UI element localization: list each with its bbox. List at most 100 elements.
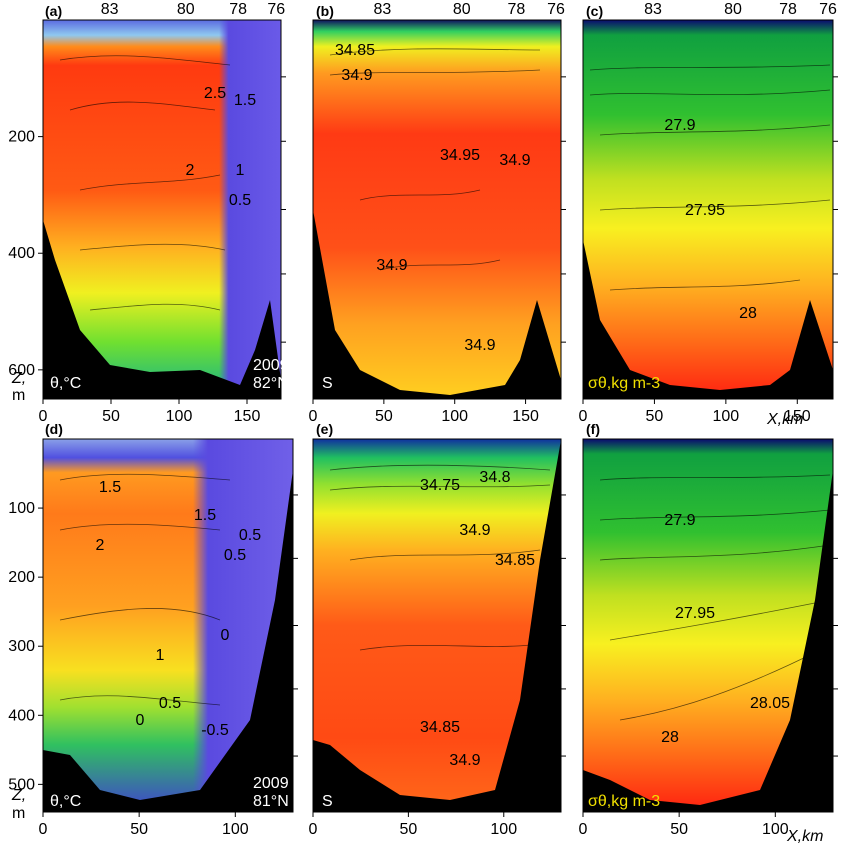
contour-label: 0.5 — [229, 192, 251, 209]
top-tick-label: 78 — [229, 1, 247, 18]
contour-label: 1.5 — [99, 479, 121, 496]
x-label-f: X,km — [786, 828, 823, 845]
var-label-f: σθ,kg m-3 — [588, 793, 660, 810]
x-tick-label: 0 — [309, 408, 318, 425]
var-label-c: σθ,kg m-3 — [588, 375, 660, 392]
panel-label-f: (f) — [586, 421, 600, 437]
x-tick-label: 50 — [130, 821, 148, 838]
top-tick-label: 83 — [101, 1, 119, 18]
top-tick-label: 76 — [819, 1, 837, 18]
contour-label: 0.5 — [239, 527, 261, 544]
x-tick-label: 50 — [102, 408, 120, 425]
bottom-topography-f — [583, 470, 833, 812]
z-tick-label: 400 — [8, 707, 35, 724]
contour-label: 28 — [661, 729, 679, 746]
z-label-a: Z, — [11, 370, 26, 387]
z-tick-label: 100 — [8, 500, 35, 517]
x-tick-label: 0 — [39, 408, 48, 425]
contour-label: 1 — [156, 647, 165, 664]
contour-label: 27.9 — [664, 512, 695, 529]
z-tick-label: 200 — [8, 129, 35, 146]
contour-label: 34.9 — [499, 152, 530, 169]
top-tick-label: 80 — [453, 1, 471, 18]
contours-f — [599, 474, 831, 721]
x-tick-label: 150 — [784, 408, 811, 425]
x-tick-label: 50 — [670, 821, 688, 838]
x-tick-label: 0 — [309, 821, 318, 838]
contour-label: 34.85 — [335, 42, 375, 59]
contour-label: 1 — [236, 162, 245, 179]
bottom-topography-d — [43, 470, 293, 812]
panel-e — [312, 438, 562, 813]
contour-label: 34.9 — [341, 67, 372, 84]
x-tick-label: 150 — [234, 408, 261, 425]
x-tick-label: 100 — [166, 408, 193, 425]
panel-b — [312, 19, 562, 400]
contour-label: 27.95 — [675, 605, 715, 622]
z-tick-label: 600 — [8, 362, 35, 379]
var-label-e: S — [322, 793, 333, 810]
annotation-year-d: 2009 — [253, 775, 289, 792]
x-tick-label: 100 — [713, 408, 740, 425]
var-label-a: θ,°C — [50, 375, 81, 392]
top-tick-label: 80 — [177, 1, 195, 18]
panel-label-c: (c) — [586, 3, 603, 19]
annotation-lat-a: 82°N — [253, 375, 289, 392]
contour-label: 34.85 — [420, 719, 460, 736]
contours-c — [589, 64, 831, 291]
x-tick-label: 50 — [399, 821, 417, 838]
panel-label-d: (d) — [45, 421, 63, 437]
contour-label: 0.5 — [159, 695, 181, 712]
top-tick-label: 83 — [374, 1, 392, 18]
contour-label: 0 — [221, 627, 230, 644]
bottom-topography-b — [313, 210, 561, 399]
bottom-topography-a — [43, 220, 281, 399]
x-tick-label: 0 — [39, 821, 48, 838]
contour-labels: 2.5 1.5 2 1 0.5 34.85 34.9 34.95 34.9 34.9 34.9 27.… — [96, 42, 791, 769]
var-label-b: S — [322, 375, 333, 392]
contour-label: -0.5 — [201, 722, 229, 739]
x-tick-label: 50 — [646, 408, 664, 425]
bottom-topography-e — [313, 440, 561, 812]
x-tick-label: 0 — [579, 821, 588, 838]
top-tick-label: 83 — [644, 1, 662, 18]
contour-label: 34.75 — [420, 477, 460, 494]
contour-label: 27.9 — [664, 117, 695, 134]
annotation-lat-d: 81°N — [253, 793, 289, 810]
field-c — [583, 20, 833, 399]
annotation-year-a: 2009 — [253, 357, 289, 374]
top-tick-label: 78 — [779, 1, 797, 18]
top-tick-label: 76 — [267, 1, 285, 18]
bottom-topography-c — [583, 240, 833, 399]
var-label-d: θ,°C — [50, 793, 81, 810]
x-tick-label: 100 — [222, 821, 249, 838]
panel-a — [42, 19, 282, 400]
x-tick-label: 50 — [375, 408, 393, 425]
x-tick-label: 100 — [441, 408, 468, 425]
contour-label: 0 — [136, 712, 145, 729]
z-label-d: Z, — [11, 787, 26, 804]
panel-c — [582, 19, 834, 400]
contour-label: 0.5 — [224, 547, 246, 564]
contour-label: 28 — [739, 305, 757, 322]
contours-a — [59, 55, 231, 311]
contour-label: 1.5 — [234, 92, 256, 109]
z-unit-d: m — [12, 805, 25, 822]
z-tick-label: 500 — [8, 776, 35, 793]
panel-d — [42, 438, 294, 813]
contours-e — [329, 464, 551, 651]
contour-label: 2 — [96, 537, 105, 554]
x-tick-label: 100 — [762, 821, 789, 838]
x-label-c: X,km — [766, 411, 803, 428]
panel-label-e: (e) — [316, 421, 333, 437]
contour-label: 27.95 — [685, 202, 725, 219]
x-tick-label: 100 — [490, 821, 517, 838]
z-tick-label: 300 — [8, 638, 35, 655]
contour-label: 1.5 — [194, 507, 216, 524]
contour-label: 34.9 — [376, 257, 407, 274]
contour-label: 34.9 — [459, 522, 490, 539]
panel-f — [582, 438, 834, 813]
top-tick-label: 78 — [507, 1, 525, 18]
panel-label-a: (a) — [45, 3, 62, 19]
contour-label: 2 — [186, 162, 195, 179]
